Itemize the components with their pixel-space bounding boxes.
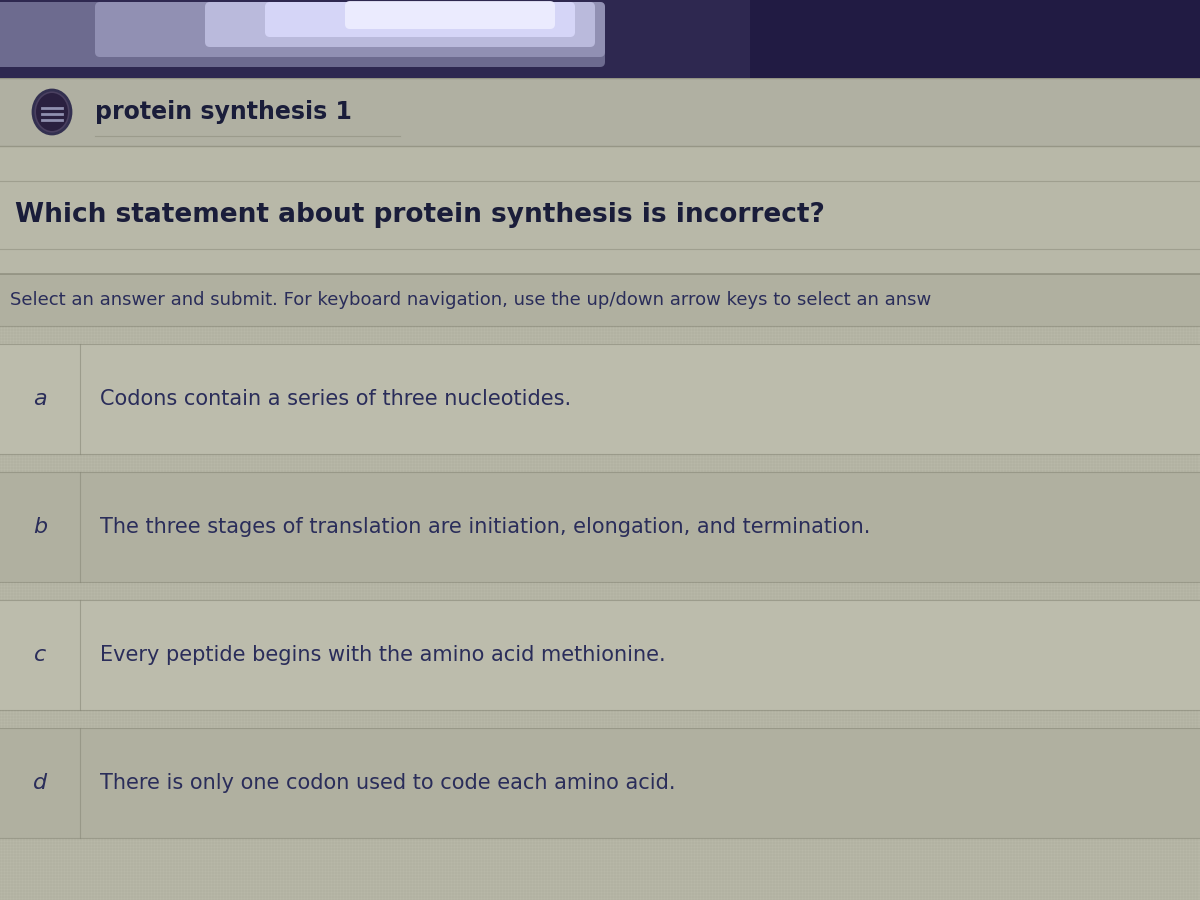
Text: protein synthesis 1: protein synthesis 1 — [95, 100, 352, 124]
FancyBboxPatch shape — [265, 2, 575, 37]
Ellipse shape — [36, 93, 68, 131]
Ellipse shape — [34, 90, 71, 134]
Text: b: b — [32, 517, 47, 537]
FancyBboxPatch shape — [0, 181, 1200, 249]
FancyBboxPatch shape — [0, 728, 1200, 838]
Text: Which statement about protein synthesis is incorrect?: Which statement about protein synthesis … — [14, 202, 824, 228]
FancyBboxPatch shape — [0, 78, 1200, 900]
FancyBboxPatch shape — [0, 146, 1200, 181]
Text: Codons contain a series of three nucleotides.: Codons contain a series of three nucleot… — [100, 389, 571, 409]
FancyBboxPatch shape — [95, 2, 605, 57]
FancyBboxPatch shape — [205, 2, 595, 47]
FancyBboxPatch shape — [0, 344, 1200, 454]
Text: There is only one codon used to code each amino acid.: There is only one codon used to code eac… — [100, 773, 676, 793]
FancyBboxPatch shape — [0, 0, 1200, 78]
Text: Select an answer and submit. For keyboard navigation, use the up/down arrow keys: Select an answer and submit. For keyboar… — [10, 291, 931, 309]
FancyBboxPatch shape — [0, 78, 1200, 146]
FancyBboxPatch shape — [0, 2, 605, 67]
FancyBboxPatch shape — [0, 274, 1200, 326]
FancyBboxPatch shape — [0, 600, 1200, 710]
FancyBboxPatch shape — [346, 1, 554, 29]
Text: The three stages of translation are initiation, elongation, and termination.: The three stages of translation are init… — [100, 517, 870, 537]
FancyBboxPatch shape — [0, 249, 1200, 274]
FancyBboxPatch shape — [750, 0, 1200, 78]
Text: d: d — [32, 773, 47, 793]
FancyBboxPatch shape — [0, 472, 1200, 582]
Text: Every peptide begins with the amino acid methionine.: Every peptide begins with the amino acid… — [100, 645, 666, 665]
Text: a: a — [34, 389, 47, 409]
Text: c: c — [34, 645, 46, 665]
